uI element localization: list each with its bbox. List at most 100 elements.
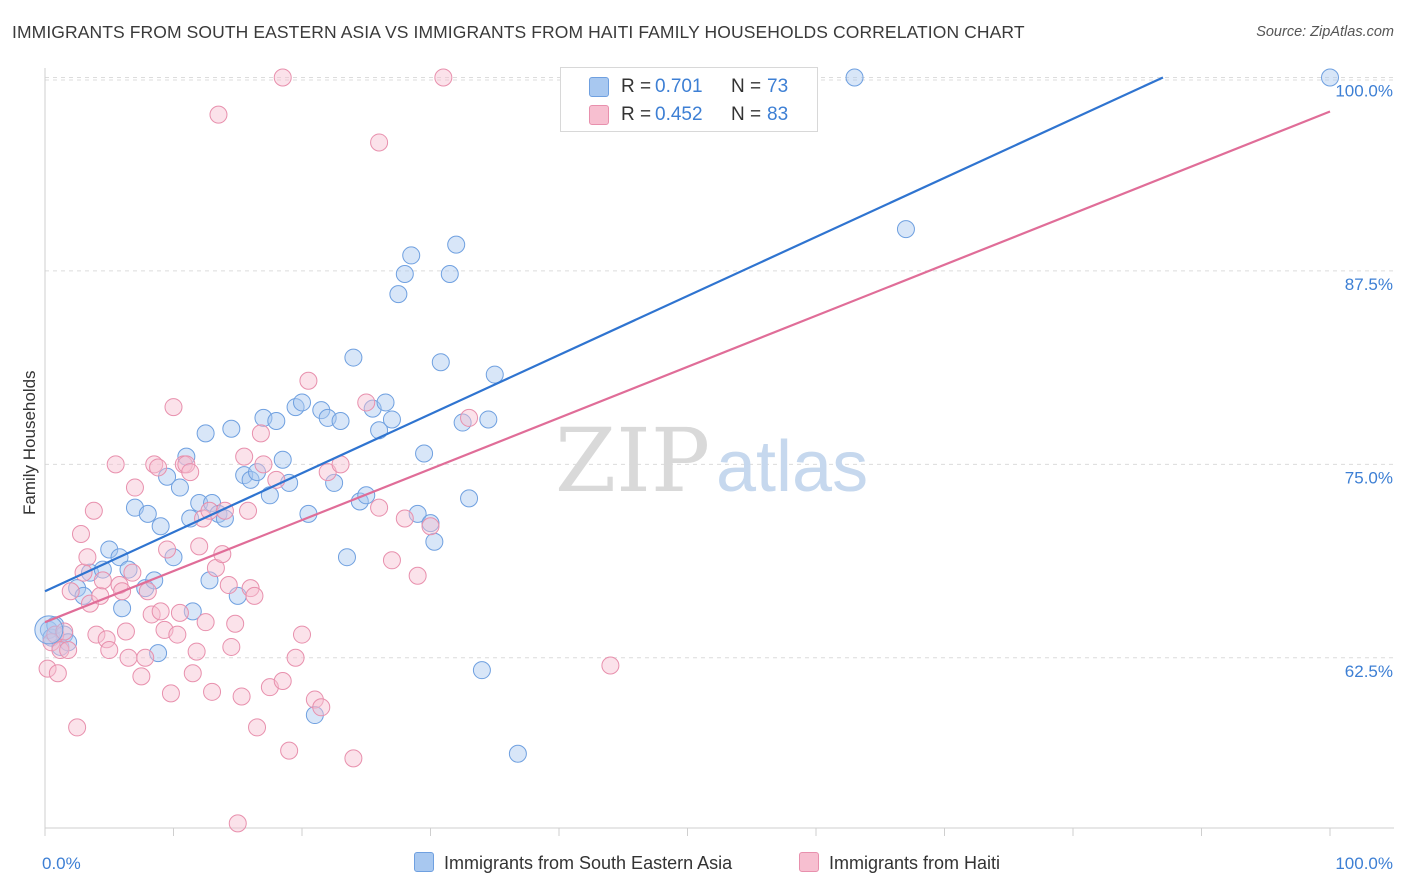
point-sea xyxy=(158,467,177,486)
point-sea xyxy=(472,661,491,680)
watermark-atlas: atlas xyxy=(716,427,868,507)
point-haiti xyxy=(239,501,258,520)
legend-n-label: N = xyxy=(731,76,762,97)
trend-line-sea xyxy=(44,76,1164,593)
legend-r-value-haiti: 0.452 xyxy=(655,104,703,125)
legend-n-label: N = xyxy=(731,104,762,125)
point-haiti xyxy=(93,571,112,590)
point-sea xyxy=(325,473,344,492)
point-haiti xyxy=(187,642,206,661)
axes xyxy=(44,68,1394,836)
point-haiti xyxy=(55,622,74,641)
point-sea xyxy=(395,265,414,284)
y-axis-label: Family Households xyxy=(20,370,39,515)
point-sea xyxy=(190,494,209,513)
bottom-legend-label-sea: Immigrants from South Eastern Asia xyxy=(444,853,733,873)
point-sea xyxy=(402,246,421,265)
point-haiti xyxy=(151,602,170,621)
point-sea xyxy=(337,548,356,567)
legend-swatch-sea xyxy=(589,77,609,97)
point-sea xyxy=(113,599,132,618)
point-sea xyxy=(845,68,864,87)
point-haiti xyxy=(395,509,414,528)
point-haiti xyxy=(245,586,264,605)
point-haiti xyxy=(170,603,189,622)
point-haiti xyxy=(286,648,305,667)
y-tick-label: 87.5% xyxy=(1345,275,1393,294)
point-haiti xyxy=(232,687,251,706)
point-sea xyxy=(138,504,157,523)
point-haiti xyxy=(132,667,151,686)
point-haiti xyxy=(460,408,479,427)
point-haiti xyxy=(181,463,200,482)
point-sea xyxy=(447,235,466,254)
point-haiti xyxy=(100,641,119,660)
point-haiti xyxy=(87,625,106,644)
point-haiti xyxy=(209,105,228,124)
point-sea xyxy=(382,410,401,429)
point-sea xyxy=(293,393,311,412)
point-haiti xyxy=(196,613,215,632)
point-sea xyxy=(241,470,260,489)
point-haiti xyxy=(116,622,135,641)
point-haiti xyxy=(434,68,453,87)
legend-r-label: R = xyxy=(621,76,652,97)
bottom-legend-swatch-haiti xyxy=(799,852,819,872)
point-sea xyxy=(260,486,279,505)
point-haiti xyxy=(84,501,103,520)
point-haiti xyxy=(38,659,57,678)
point-haiti xyxy=(68,718,87,737)
point-sea xyxy=(1321,68,1339,87)
point-sea xyxy=(100,540,119,559)
trend-line-haiti xyxy=(44,110,1331,624)
point-sea xyxy=(273,450,292,469)
point-haiti xyxy=(106,455,125,474)
point-sea xyxy=(305,706,324,725)
point-haiti xyxy=(226,614,245,633)
point-haiti xyxy=(421,517,440,536)
point-haiti xyxy=(222,637,241,656)
bottom-legend-haiti: Immigrants from Haiti xyxy=(799,852,1000,874)
point-sea xyxy=(431,353,450,372)
point-haiti xyxy=(299,371,318,390)
legend-n-value-sea: 73 xyxy=(767,76,789,97)
point-sea xyxy=(183,602,202,621)
point-haiti xyxy=(357,393,376,412)
point-sea xyxy=(896,220,915,239)
point-haiti xyxy=(280,741,299,760)
point-sea xyxy=(479,410,498,429)
point-sea xyxy=(222,419,241,438)
point-haiti xyxy=(251,424,270,443)
point-sea xyxy=(485,365,504,384)
point-sea xyxy=(344,348,363,367)
point-haiti xyxy=(293,625,311,644)
gridlines xyxy=(45,76,1394,659)
point-sea xyxy=(286,398,305,417)
watermark: ZIP atlas xyxy=(555,409,868,512)
point-sea xyxy=(151,517,170,536)
correlation-legend: R = 0.701 N = 73 R = 0.452 N = 83 xyxy=(560,67,818,132)
point-sea xyxy=(215,509,234,528)
point-haiti xyxy=(273,68,292,87)
point-haiti xyxy=(59,641,78,660)
point-sea xyxy=(440,265,459,284)
point-haiti xyxy=(48,664,67,683)
point-haiti xyxy=(228,814,247,833)
y-tick-label: 75.0% xyxy=(1345,468,1393,487)
watermark-zip: ZIP xyxy=(555,409,710,512)
point-haiti xyxy=(71,524,90,543)
point-sea xyxy=(389,285,408,304)
legend-row-sea: R = 0.701 N = 73 xyxy=(561,74,817,102)
point-haiti xyxy=(123,563,142,582)
point-haiti xyxy=(408,566,427,585)
y-tick-label: 100.0% xyxy=(1335,81,1393,100)
point-haiti xyxy=(382,551,401,570)
point-haiti xyxy=(164,398,183,417)
x-tick-label-max: 100.0% xyxy=(1335,854,1393,873)
x-tick-label-min: 0.0% xyxy=(42,854,81,873)
legend-r-label: R = xyxy=(621,104,652,125)
point-haiti xyxy=(119,648,138,667)
point-haiti xyxy=(248,718,267,737)
point-sea xyxy=(164,548,183,567)
point-haiti xyxy=(344,749,363,768)
